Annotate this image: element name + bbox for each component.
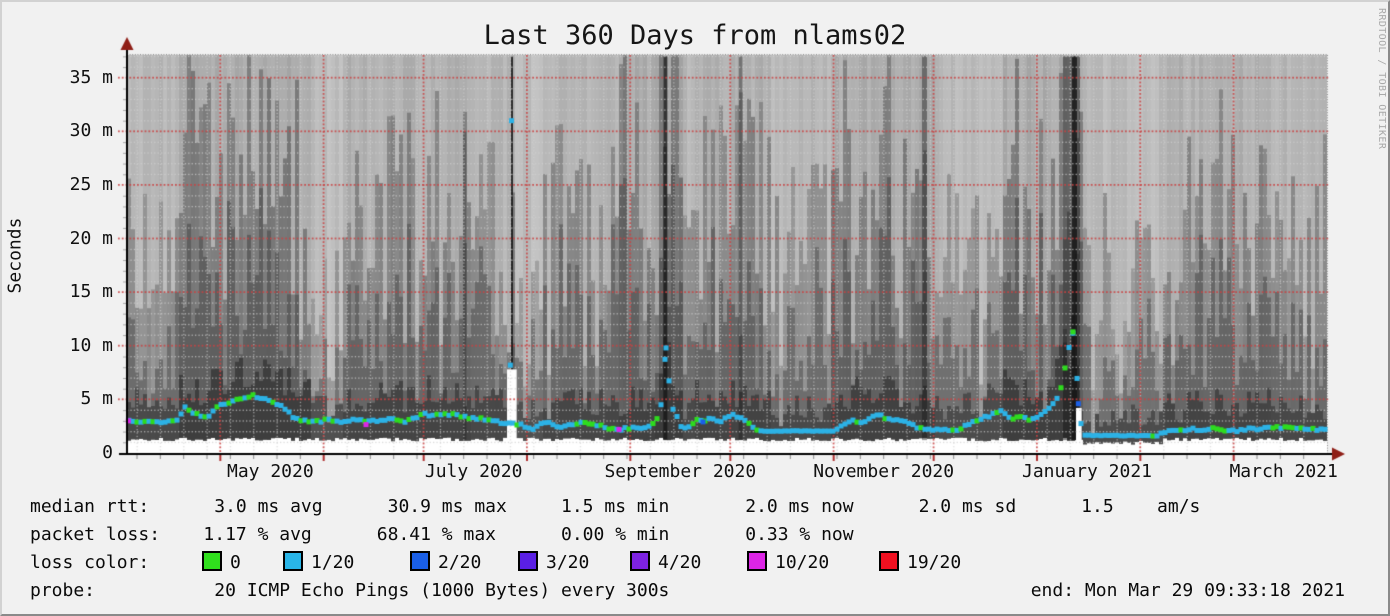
y-axis-title: Seconds	[4, 217, 26, 294]
x-tick-label: March 2021	[1229, 461, 1338, 482]
y-tick-label: 10 m	[69, 334, 113, 356]
x-tick-label: May 2020	[226, 461, 314, 482]
legend-packet-loss: packet loss: 1.17 % avg 68.41 % max 0.00…	[30, 524, 854, 545]
loss-color-swatch-label: 19/20	[907, 552, 962, 573]
chart-title: Last 360 Days from nlams02	[483, 20, 907, 51]
y-tick-label: 30 m	[69, 120, 113, 142]
loss-color-swatch-label: 1/20	[311, 552, 355, 573]
loss-color-swatch	[283, 551, 303, 571]
loss-color-swatch	[410, 551, 430, 571]
y-tick-label: 20 m	[69, 227, 113, 249]
y-tick-label: 0	[102, 442, 113, 463]
y-tick-label: 15 m	[69, 281, 113, 303]
x-tick-label: January 2021	[1021, 461, 1153, 482]
loss-color-swatch-label: 10/20	[775, 552, 830, 573]
loss-color-swatch-label: 3/20	[546, 552, 590, 573]
loss-color-swatch	[879, 551, 899, 571]
y-tick-label: 25 m	[69, 174, 113, 195]
legend-median-rtt: median rtt: 3.0 ms avg 30.9 ms max 1.5 m…	[30, 496, 1201, 517]
loss-color-swatch-label: 0	[230, 552, 241, 573]
legend-end-time: end: Mon Mar 29 09:33:18 2021	[1030, 580, 1345, 601]
y-tick-label: 35 m	[69, 66, 113, 88]
loss-color-swatch	[747, 551, 767, 571]
loss-color-swatch-label: 4/20	[658, 552, 702, 573]
legend-probe: probe: 20 ICMP Echo Pings (1000 Bytes) e…	[30, 580, 670, 601]
loss-color-swatch-label: 2/20	[438, 552, 482, 573]
y-tick-label: 5 m	[80, 388, 113, 410]
loss-color-row: loss color: 0 1/20 2/20 3/20 4/20 10/20 19/20	[0, 551, 1390, 576]
loss-color-swatch	[202, 551, 222, 571]
loss-color-swatch	[518, 551, 538, 571]
x-tick-label: September 2020	[604, 461, 757, 482]
loss-color-swatch	[630, 551, 650, 571]
rrdtool-watermark: RRDTOOL / TOBI OETIKER	[1376, 8, 1387, 150]
x-tick-label: November 2020	[813, 461, 955, 482]
x-tick-label: July 2020	[424, 461, 523, 482]
loss-color-label: loss color:	[30, 552, 150, 573]
